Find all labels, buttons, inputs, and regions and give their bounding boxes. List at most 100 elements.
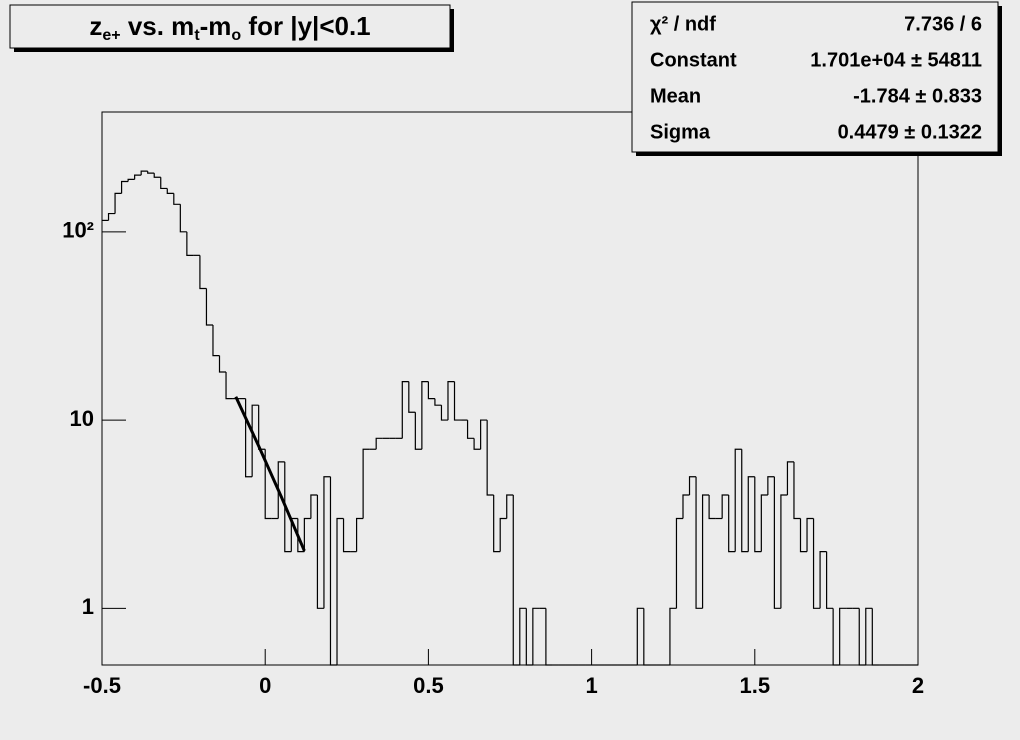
histogram-bin — [375, 437, 383, 450]
histogram-bin — [297, 518, 305, 553]
title-part: vs. m — [121, 11, 195, 41]
histogram-bin — [160, 177, 168, 190]
histogram-bin — [179, 204, 187, 233]
histogram-bin — [675, 517, 683, 609]
stats-value: 0.4479 ± 0.1322 — [838, 121, 982, 143]
histogram-bin — [408, 381, 416, 413]
histogram-bin — [120, 180, 129, 194]
histogram-bin — [329, 476, 338, 666]
y-tick-label: 10² — [62, 218, 94, 243]
title-part: o — [231, 27, 241, 44]
histogram-bin — [688, 476, 697, 495]
stats-value: 7.736 / 6 — [904, 13, 982, 35]
x-tick-label: 0.5 — [413, 673, 444, 698]
histogram-bin — [153, 173, 161, 178]
histogram-bin — [114, 192, 122, 214]
histogram-bin — [636, 607, 644, 665]
y-tick-label: 1 — [82, 594, 94, 619]
histogram-bin — [858, 608, 866, 666]
x-tick-label: -0.5 — [83, 673, 121, 698]
histogram-bin — [519, 607, 527, 665]
histogram-bin — [760, 494, 768, 552]
histogram-bin — [447, 381, 455, 421]
chart-title: ze+ vs. mt-mo for |y|<0.1 — [89, 11, 370, 44]
histogram-bin — [780, 494, 788, 609]
histogram-bin — [127, 178, 135, 182]
histogram-bin — [134, 174, 142, 180]
histogram-bin — [819, 551, 827, 609]
histogram-bin — [728, 494, 736, 553]
histogram-bin — [362, 448, 370, 519]
stats-value: -1.784 ± 0.833 — [853, 85, 982, 107]
histogram-bin — [865, 607, 873, 665]
histogram-bin — [806, 517, 814, 552]
histogram-bin — [695, 476, 703, 609]
histogram-bin — [323, 476, 331, 609]
histogram-bin — [480, 419, 488, 450]
histogram-bin — [871, 608, 879, 666]
histogram-bin — [147, 171, 155, 174]
histogram-bin — [773, 476, 781, 609]
histogram-bin — [747, 476, 755, 552]
histogram-bin — [173, 193, 181, 205]
stats-box — [631, 1, 999, 153]
title-part: -m — [200, 11, 232, 41]
histogram-bin — [186, 231, 194, 256]
histogram-bin — [303, 517, 311, 552]
histogram-bin — [342, 518, 351, 553]
histogram-bin — [414, 412, 422, 450]
histogram-bin — [767, 476, 775, 495]
histogram-bin — [166, 188, 174, 194]
histogram-bin — [839, 607, 847, 665]
histogram-bin — [225, 372, 233, 400]
x-tick-label: 2 — [912, 673, 924, 698]
y-tick-label: 10 — [70, 406, 94, 431]
histogram-bin — [251, 404, 259, 477]
histogram-bin — [512, 494, 520, 666]
histogram-bin — [754, 476, 762, 553]
histogram-bin — [434, 398, 442, 406]
stats-name: Constant — [650, 49, 737, 71]
title-part: for |y|<0.1 — [241, 11, 370, 41]
histogram-bin — [466, 420, 475, 439]
histogram-bin — [107, 212, 116, 221]
histogram-bin — [793, 461, 801, 520]
title-box — [9, 4, 451, 49]
histogram-bin — [669, 607, 677, 665]
histogram-bin — [205, 288, 213, 326]
histogram-bin — [701, 494, 710, 609]
histogram-bin — [832, 608, 840, 666]
histogram-bin — [545, 608, 553, 666]
histogram-bin — [499, 517, 507, 552]
histogram-bin — [284, 461, 292, 553]
stats-value: 1.701e+04 ± 54811 — [810, 49, 982, 71]
x-tick-label: 1 — [585, 673, 597, 698]
histogram-bin — [721, 494, 729, 519]
histogram-bin — [310, 494, 318, 519]
histogram-bin — [826, 551, 834, 609]
histogram-bin — [264, 449, 272, 520]
histogram-bin — [245, 398, 253, 478]
stats-name: Mean — [650, 85, 701, 107]
histogram-bin — [212, 324, 220, 357]
histogram-bin — [140, 170, 148, 176]
histogram-bin — [277, 461, 285, 519]
histogram-bin — [682, 494, 690, 519]
histogram-bin — [493, 494, 501, 553]
histogram-bin — [812, 518, 821, 609]
stats-name: χ² / ndf — [650, 13, 716, 35]
title-part: t — [194, 27, 200, 44]
histogram-bin — [199, 255, 207, 290]
x-tick-label: 1.5 — [740, 673, 771, 698]
histogram-bin — [786, 461, 794, 495]
histogram-bin — [525, 608, 533, 666]
fit-curve — [234, 396, 306, 552]
x-tick-label: 0 — [259, 673, 271, 698]
histogram-bin — [355, 517, 364, 552]
histogram-bin — [506, 494, 514, 519]
histogram-bin — [532, 607, 540, 665]
histogram-bin — [799, 518, 808, 553]
histogram-bin — [486, 420, 494, 496]
stats-name: Sigma — [650, 121, 711, 143]
